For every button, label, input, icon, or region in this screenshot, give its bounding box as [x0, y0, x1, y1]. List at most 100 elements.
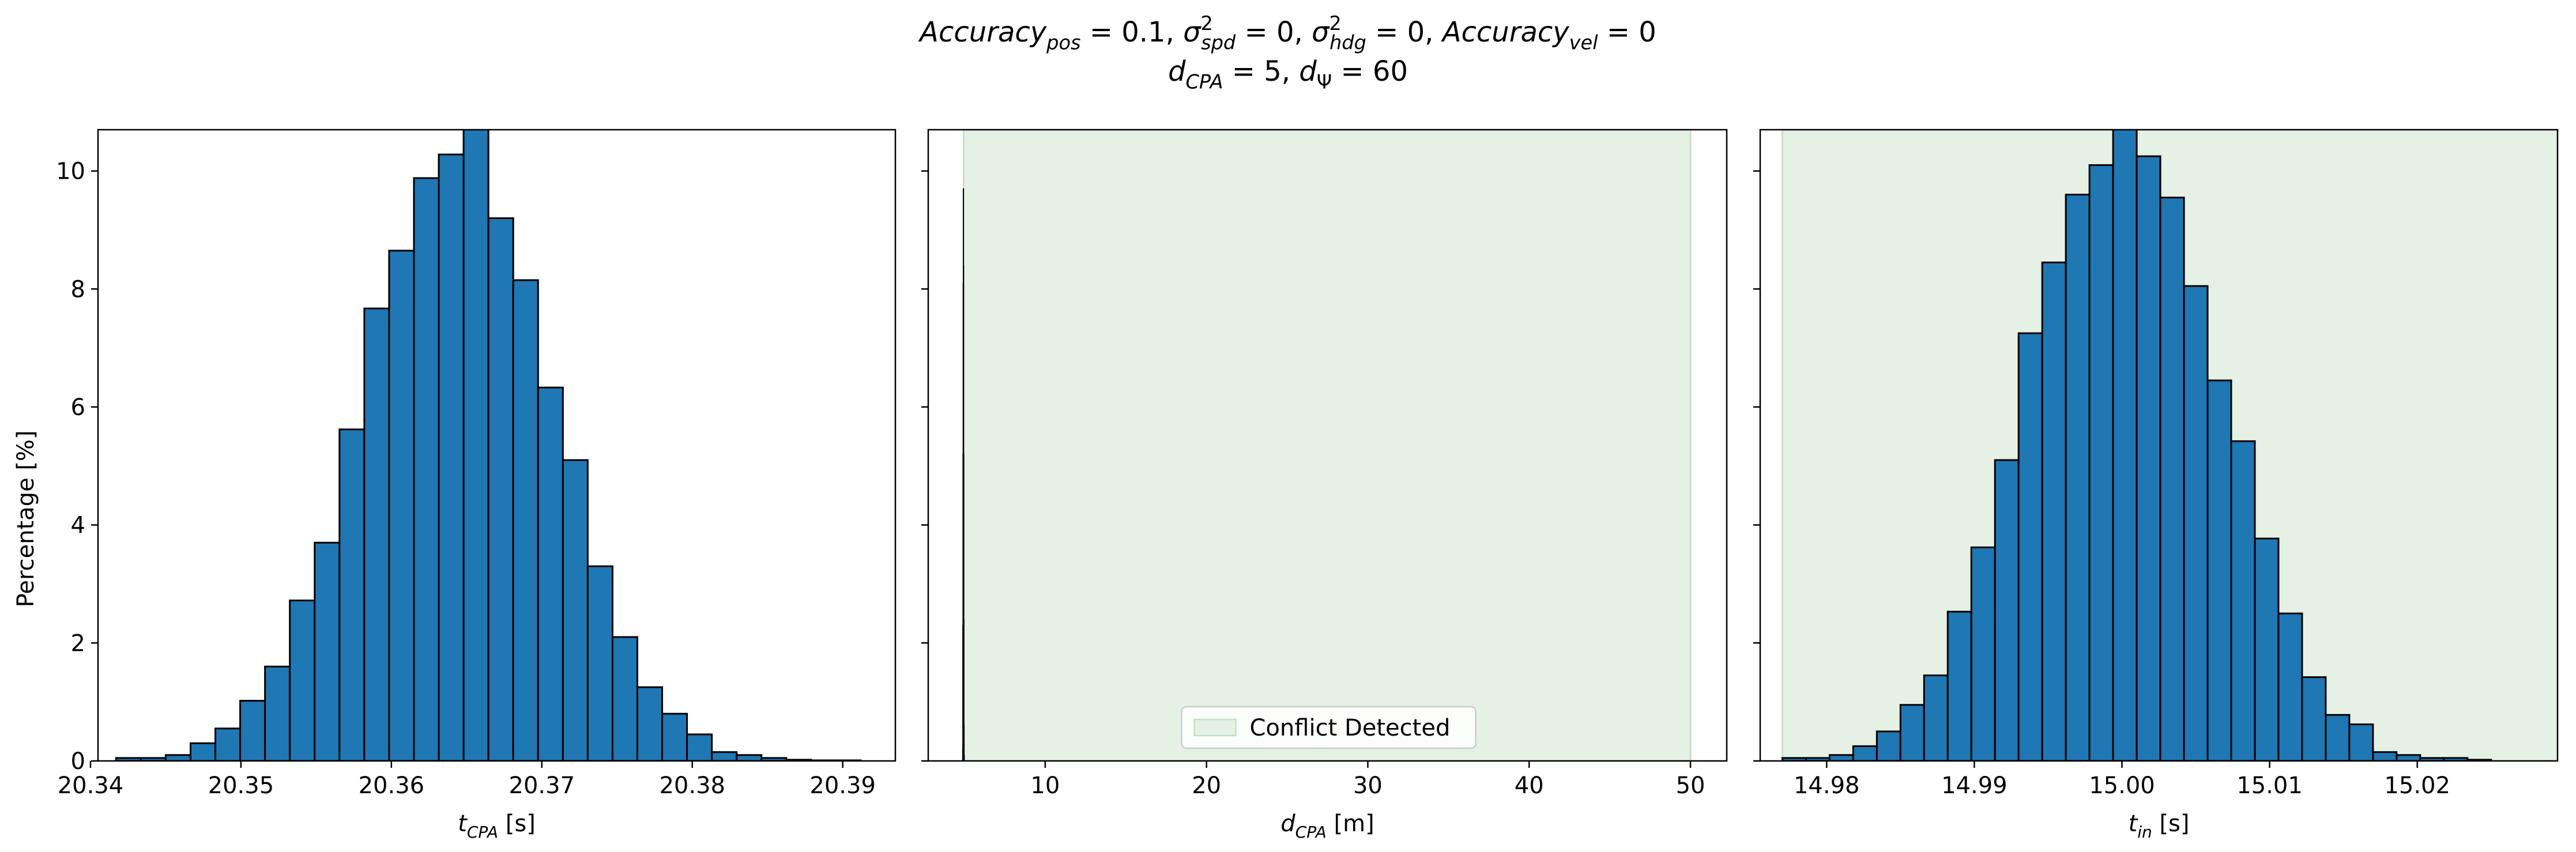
axes-frame — [927, 129, 1728, 762]
histogram-bar — [963, 454, 965, 761]
histogram-bar — [413, 177, 440, 761]
histogram-bar — [711, 751, 738, 761]
y-tick-label: 8 — [71, 276, 85, 303]
title-line-2-part: = 5, — [1223, 55, 1299, 88]
histogram-bar — [214, 727, 242, 761]
x-axis-label-part: [m] — [1327, 810, 1374, 837]
plot-area — [115, 130, 862, 761]
histogram-bar — [963, 619, 965, 761]
figure-title: Accuracypos = 0.1, σ2 spd = 0, σ2 hdg = 0,… — [918, 12, 1656, 93]
title-line-2-part: d — [1168, 55, 1186, 88]
plot-area — [1781, 130, 2558, 761]
title-line-1-part: spd — [1201, 31, 1236, 54]
x-tick-label: 15.02 — [2384, 772, 2450, 799]
plot-area — [962, 130, 1692, 761]
x-axis-label: tin [s] — [2129, 810, 2190, 842]
x-tick-label: 20.36 — [359, 772, 425, 799]
title-line-1-part: 2 — [1201, 12, 1213, 35]
histogram-bar — [363, 307, 390, 761]
histogram-bar — [462, 130, 489, 761]
histogram-bar — [2159, 197, 2185, 761]
x-tick-label: 20.39 — [809, 772, 876, 799]
panel-2: 10 20 30 40 50 dCPA [m] Conflict Detected — [921, 129, 1728, 842]
x-axis-label-part: [s] — [498, 810, 536, 837]
x-axis-label: dCPA [m] — [1281, 810, 1374, 842]
histogram-bar — [963, 755, 965, 761]
title-line-1: Accuracypos = 0.1, σ2 spd = 0, σ2 hdg = 0,… — [918, 12, 1656, 54]
title-line-2-part: Ψ — [1317, 70, 1332, 93]
y-tick-label: 4 — [71, 512, 85, 539]
panel-1: 20.34 20.35 20.36 20.37 20.38 20.39 0 2 4 6 8 10 tCP… — [56, 129, 897, 842]
x-tick-label: 30 — [1353, 772, 1383, 799]
histogram-bar — [1946, 610, 1972, 761]
title-line-2-part: = 60 — [1332, 55, 1408, 88]
histogram-bar — [963, 725, 965, 761]
histogram-bar — [636, 686, 664, 761]
legend-label: Conflict Detected — [1250, 715, 1451, 741]
histogram-bar — [2301, 676, 2327, 761]
x-tick-label: 15.01 — [2236, 772, 2303, 799]
axes-frame — [1759, 129, 2559, 762]
legend-swatch — [1193, 718, 1237, 737]
histogram-bar — [239, 700, 266, 761]
histogram-bar — [189, 742, 217, 761]
histogram-bar — [2325, 714, 2351, 761]
histogram-bar — [1875, 730, 1901, 761]
histogram-bar — [736, 754, 763, 761]
y-axis-label: Percentage [%] — [13, 431, 39, 608]
histogram-bar — [2041, 261, 2067, 761]
y-tick-label: 2 — [71, 630, 85, 657]
histogram-bar — [338, 428, 366, 761]
histogram-bar — [2348, 723, 2374, 761]
x-tick-label: 40 — [1515, 772, 1544, 799]
x-axis-label-part: d — [1281, 810, 1295, 837]
histogram-bar — [487, 217, 514, 761]
histogram-bar — [2254, 537, 2280, 761]
histogram-bar — [686, 733, 713, 761]
x-axis-label: tCPA [s] — [458, 810, 536, 842]
histogram-bar — [2277, 612, 2303, 761]
histogram-bar — [2206, 379, 2232, 761]
histogram-bar — [264, 665, 291, 761]
histogram-bar — [2088, 164, 2114, 761]
x-axis-label-part: t — [2129, 810, 2138, 837]
histogram-bar — [1899, 704, 1925, 761]
x-tick-label: 20.35 — [208, 772, 274, 799]
histogram-bar — [2112, 130, 2138, 761]
histogram-bar — [611, 636, 638, 761]
x-tick-label: 50 — [1676, 772, 1705, 799]
y-tick-label: 0 — [71, 748, 85, 775]
title-line-2-part: d — [1299, 55, 1317, 88]
title-line-1-part: σ — [1312, 16, 1330, 48]
x-axis-label-part: CPA — [467, 823, 498, 842]
title-line-1-part: Accuracy — [1441, 16, 1570, 48]
histogram-bar — [1828, 754, 1854, 761]
y-tick-label: 6 — [71, 394, 85, 421]
histogram-bar — [1994, 459, 2020, 761]
histogram-bar — [314, 541, 341, 761]
title-line-1-part: Accuracy — [918, 16, 1047, 48]
title-line-1-part: vel — [1569, 31, 1599, 54]
title-line-1-part: = 0.1, — [1081, 16, 1184, 48]
x-tick-label: 20.34 — [58, 772, 124, 799]
x-tick-label: 14.98 — [1794, 772, 1860, 799]
histogram-bar — [438, 153, 465, 761]
title-line-1-part: pos — [1046, 31, 1080, 54]
title-line-2: dCPA = 5, dΨ = 60 — [1168, 55, 1408, 93]
x-tick-label: 10 — [1030, 772, 1060, 799]
histogram-bar — [2017, 332, 2043, 761]
histogram-bar — [388, 250, 415, 761]
panels: 20.34 20.35 20.36 20.37 20.38 20.390246810tCP… — [56, 129, 2559, 842]
x-axis-label-part: CPA — [1295, 823, 1327, 842]
panel-3: 14.98 14.99 15.00 15.01 15.02 tin [s] — [1753, 129, 2559, 842]
histogram-bar — [661, 712, 688, 761]
x-axis-label-part: [s] — [2152, 810, 2190, 837]
histogram-bar — [562, 459, 589, 761]
title-line-1-part: = 0, — [1366, 16, 1443, 48]
title-line-1-part: hdg — [1330, 31, 1366, 54]
title-line-1-part: 2 — [1329, 12, 1341, 35]
histogram-bar — [2230, 440, 2256, 761]
histogram-bar — [1852, 745, 1878, 761]
x-tick-label: 15.00 — [2089, 772, 2155, 799]
